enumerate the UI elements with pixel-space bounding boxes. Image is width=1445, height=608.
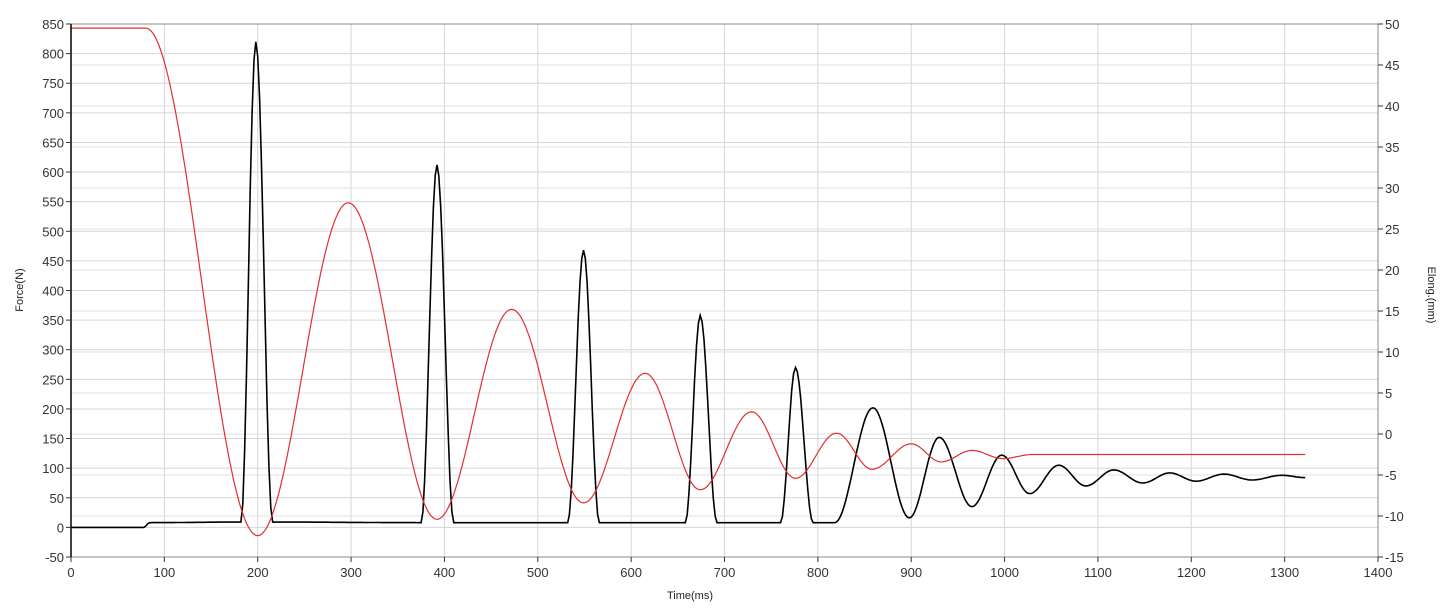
y-tick-label: 850 bbox=[42, 17, 64, 32]
x-tick-label: 1000 bbox=[990, 565, 1019, 580]
y-axis-label: Force(N) bbox=[14, 268, 26, 311]
x-tick-label: 1400 bbox=[1364, 565, 1393, 580]
x-tick-label: 1100 bbox=[1084, 565, 1112, 580]
y-tick-label: 250 bbox=[42, 372, 64, 387]
x-tick-label: 100 bbox=[154, 565, 176, 580]
y2-tick-label: 0 bbox=[1385, 427, 1392, 442]
y2-axis-label: Elong.(mm) bbox=[1425, 267, 1437, 324]
y-tick-label: 400 bbox=[42, 284, 64, 299]
y-tick-label: 200 bbox=[42, 402, 64, 417]
x-tick-label: 700 bbox=[714, 565, 736, 580]
x-tick-label: 900 bbox=[900, 565, 922, 580]
series-lines bbox=[71, 27, 1306, 537]
y2-tick-label: -10 bbox=[1385, 509, 1404, 524]
y2-tick-label: 45 bbox=[1385, 58, 1399, 73]
y-tick-label: 50 bbox=[50, 491, 64, 506]
y2-tick-label: -15 bbox=[1385, 550, 1404, 565]
x-tick-label: 0 bbox=[67, 565, 74, 580]
y-tick-label: 450 bbox=[42, 254, 64, 269]
y2-tick-label: -5 bbox=[1385, 468, 1397, 483]
x-axis-label: Time(ms) bbox=[667, 590, 713, 602]
y-tick-label: 500 bbox=[42, 224, 64, 239]
y2-tick-label: 15 bbox=[1385, 304, 1399, 319]
y-tick-label: 800 bbox=[42, 47, 64, 62]
y2-tick-label: 50 bbox=[1385, 17, 1399, 32]
y2-tick-label: 30 bbox=[1385, 181, 1399, 196]
y2-tick-label: 10 bbox=[1385, 345, 1399, 360]
x-tick-label: 1300 bbox=[1270, 565, 1299, 580]
y-tick-label: 350 bbox=[42, 313, 64, 328]
y-tick-label: -50 bbox=[45, 550, 64, 565]
axes: 0 100 200 300 400 500 600 700 800 900 1000 1100 1200… bbox=[42, 17, 1404, 580]
y-tick-label: 300 bbox=[42, 343, 64, 358]
elongation-line bbox=[71, 27, 1306, 537]
grid bbox=[70, 23, 1379, 558]
x-tick-label: 200 bbox=[247, 565, 269, 580]
y-tick-label: 550 bbox=[42, 195, 64, 210]
y2-tick-label: 5 bbox=[1385, 386, 1392, 401]
y-tick-label: 0 bbox=[57, 520, 64, 535]
x-tick-label: 1200 bbox=[1177, 565, 1206, 580]
x-tick-label: 400 bbox=[434, 565, 456, 580]
y-tick-label: 150 bbox=[42, 432, 64, 447]
y2-tick-label: 20 bbox=[1385, 263, 1399, 278]
y2-tick-label: 35 bbox=[1385, 140, 1399, 155]
y-tick-label: 600 bbox=[42, 165, 64, 180]
y2-tick-label: 25 bbox=[1385, 222, 1399, 237]
y-tick-label: 700 bbox=[42, 106, 64, 121]
y-tick-label: 750 bbox=[42, 76, 64, 91]
x-tick-label: 300 bbox=[340, 565, 362, 580]
x-tick-label: 800 bbox=[807, 565, 829, 580]
force-line bbox=[71, 41, 1306, 529]
y-tick-label: 100 bbox=[42, 461, 64, 476]
x-tick-label: 500 bbox=[527, 565, 549, 580]
y-tick-label: 650 bbox=[42, 135, 64, 150]
x-tick-label: 600 bbox=[620, 565, 642, 580]
y2-tick-label: 40 bbox=[1385, 99, 1399, 114]
